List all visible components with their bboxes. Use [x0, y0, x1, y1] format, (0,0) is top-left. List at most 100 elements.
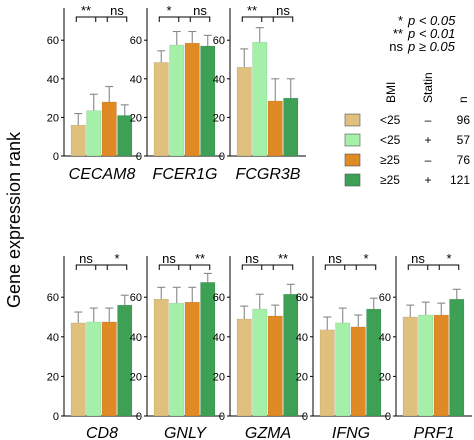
- y-tick-label: 20: [130, 112, 142, 124]
- legend-swatch-4: [344, 173, 361, 187]
- bar-cecam8-1: [70, 124, 86, 157]
- legend: BMI Statin n <25 – 96 <25 + 57 ≥25 – 76 …: [344, 72, 471, 187]
- bar-fcer1g-2: [169, 44, 185, 157]
- legend-bmi-3: ≥25: [380, 153, 400, 167]
- y-tick-label: 40: [379, 332, 391, 344]
- significance-label: ns: [79, 251, 93, 266]
- y-tick-label: 0: [219, 151, 225, 163]
- sig-key-symbol-2: **: [393, 26, 403, 41]
- significance-label: **: [195, 251, 205, 266]
- bar-cecam8-3: [101, 101, 117, 157]
- bar-gzma-3: [267, 315, 283, 417]
- significance-label: **: [247, 3, 257, 18]
- bar-prf1-4: [449, 298, 465, 417]
- legend-header-statin: Statin: [421, 72, 435, 103]
- bar-fcer1g-1: [153, 62, 169, 157]
- y-tick-label: 60: [296, 292, 308, 304]
- y-tick-label: 20: [213, 371, 225, 383]
- significance-label: *: [114, 251, 119, 266]
- y-tick-label: 60: [213, 35, 225, 47]
- significance-label: **: [81, 3, 91, 18]
- legend-statin-1: –: [425, 113, 432, 127]
- gene-title: CECAM8: [69, 166, 136, 183]
- y-tick-label: 40: [47, 332, 59, 344]
- significance-label: ns: [328, 251, 342, 266]
- legend-n-4: 121: [450, 173, 470, 187]
- panel-cecam8: 0 20 40 60 ** ns CECAM8: [47, 3, 140, 183]
- significance-label: ns: [245, 251, 259, 266]
- y-tick-label: 0: [136, 151, 142, 163]
- legend-bmi-2: <25: [380, 133, 401, 147]
- significance-bracket: [272, 264, 294, 270]
- legend-statin-2: +: [424, 133, 431, 147]
- y-tick-label: 60: [47, 292, 59, 304]
- significance-bracket: [438, 264, 460, 270]
- legend-swatch-3: [344, 153, 361, 167]
- y-tick-label: 0: [53, 151, 59, 163]
- gene-title: GZMA: [245, 425, 291, 440]
- legend-header-n: n: [456, 96, 470, 103]
- significance-label: **: [278, 251, 288, 266]
- y-tick-label: 0: [302, 411, 308, 423]
- bar-ifng-1: [319, 329, 335, 417]
- significance-label: ns: [411, 251, 425, 266]
- bar-cd8-3: [101, 321, 117, 417]
- y-tick-label: 20: [296, 371, 308, 383]
- legend-swatch-2: [344, 133, 361, 147]
- significance-bracket: [158, 16, 180, 22]
- panel-cd8: 0 20 40 60 ns * CD8: [47, 251, 140, 440]
- panel-fcgr3b: 0 20 40 60 ** ns FCGR3B: [213, 3, 306, 183]
- sig-key-symbol-1: *: [398, 13, 403, 28]
- gene-title: GNLY: [164, 425, 207, 440]
- y-tick-label: 40: [130, 332, 142, 344]
- y-tick-label: 40: [47, 74, 59, 86]
- legend-bmi-1: <25: [380, 113, 401, 127]
- sig-key-text-1: p < 0.05: [407, 13, 456, 28]
- significance-label: *: [363, 251, 368, 266]
- significance-bracket: [106, 264, 128, 270]
- significance-label: *: [166, 3, 171, 18]
- significance-label: ns: [110, 3, 124, 18]
- significance-bracket: [158, 264, 180, 270]
- legend-statin-3: –: [425, 153, 432, 167]
- y-tick-label: 0: [136, 411, 142, 423]
- sig-key-text-3: p ≥ 0.05: [407, 39, 456, 54]
- y-tick-label: 60: [213, 292, 225, 304]
- bar-fcgr3b-1: [236, 66, 252, 157]
- y-tick-label: 20: [213, 112, 225, 124]
- y-tick-label: 0: [385, 411, 391, 423]
- significance-label: ns: [193, 3, 207, 18]
- significance-key: * p < 0.05 ** p < 0.01 ns p ≥ 0.05: [389, 13, 456, 54]
- gene-title: CD8: [86, 425, 118, 440]
- legend-n-3: 76: [457, 153, 471, 167]
- y-tick-label: 20: [47, 112, 59, 124]
- bar-prf1-1: [402, 316, 418, 417]
- bar-ifng-4: [366, 308, 382, 417]
- y-tick-label: 40: [296, 332, 308, 344]
- panel-gzma: 0 20 40 60 ns ** GZMA: [213, 251, 306, 440]
- significance-bracket: [324, 264, 346, 270]
- bar-gnly-3: [184, 301, 200, 417]
- y-tick-label: 20: [130, 371, 142, 383]
- y-tick-label: 60: [47, 35, 59, 47]
- bar-cd8-4: [117, 304, 133, 417]
- bar-cd8-2: [86, 321, 102, 417]
- panel-fcer1g: 0 20 40 60 * ns FCER1G: [130, 3, 223, 183]
- y-axis-label: Gene expression rank: [4, 131, 24, 308]
- gene-title: PRF1: [414, 425, 455, 440]
- bar-fcer1g-3: [184, 42, 200, 157]
- y-tick-label: 0: [53, 411, 59, 423]
- y-tick-label: 40: [213, 332, 225, 344]
- significance-label: *: [446, 251, 451, 266]
- bar-fcgr3b-4: [283, 97, 299, 157]
- y-tick-label: 40: [213, 74, 225, 86]
- y-tick-label: 60: [130, 292, 142, 304]
- y-tick-label: 60: [379, 292, 391, 304]
- legend-swatch-1: [344, 113, 361, 127]
- bar-fcgr3b-3: [267, 100, 283, 157]
- bar-gzma-4: [283, 293, 299, 417]
- bar-ifng-2: [335, 322, 351, 417]
- bar-gnly-2: [169, 302, 185, 417]
